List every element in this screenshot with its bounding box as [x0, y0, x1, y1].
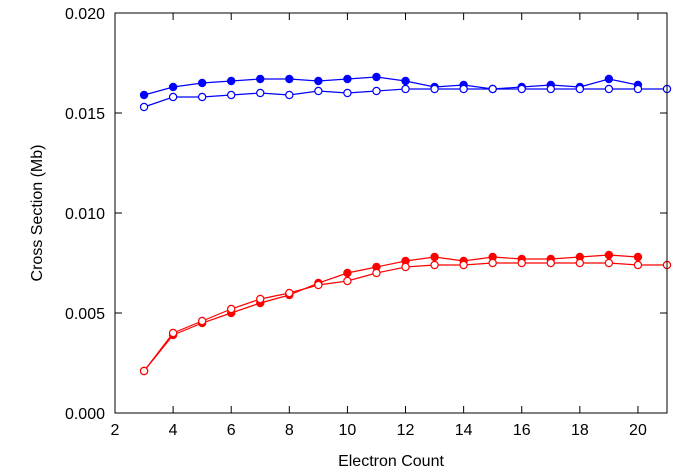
data-point	[227, 76, 236, 86]
data-point	[604, 74, 614, 84]
data-point	[430, 260, 439, 270]
data-point	[139, 90, 149, 100]
data-point	[285, 288, 294, 298]
data-point	[197, 316, 207, 326]
data-point	[604, 258, 614, 268]
x-tick-label: 20	[629, 422, 647, 439]
data-point	[372, 72, 381, 82]
data-point	[575, 258, 585, 268]
data-point	[633, 84, 643, 94]
data-point	[372, 86, 381, 96]
data-point	[459, 260, 468, 270]
data-point	[168, 328, 178, 338]
data-point	[343, 268, 352, 278]
data-point	[197, 78, 207, 88]
data-point	[343, 276, 352, 286]
data-point	[401, 76, 410, 86]
data-point	[401, 262, 410, 272]
y-tick-label: 0.015	[65, 106, 105, 123]
data-point	[314, 76, 323, 86]
data-point	[314, 86, 323, 96]
data-point	[517, 258, 526, 268]
data-point	[285, 90, 294, 100]
x-tick-label: 14	[455, 422, 473, 439]
data-point	[430, 252, 439, 262]
data-point	[517, 84, 526, 94]
data-point	[343, 74, 352, 84]
x-tick-label: 12	[397, 422, 415, 439]
data-point	[168, 92, 178, 102]
data-point	[314, 280, 323, 290]
data-point	[256, 294, 265, 304]
series-1	[139, 72, 643, 100]
x-axis-title: Electron Count	[338, 453, 444, 470]
series-line	[143, 254, 638, 372]
data-point	[285, 74, 294, 84]
x-tick-label: 6	[227, 422, 236, 439]
series-4	[139, 258, 672, 376]
series-line	[143, 262, 667, 372]
data-point	[139, 366, 149, 376]
x-tick-label: 18	[571, 422, 589, 439]
y-tick-label: 0.020	[65, 6, 105, 23]
series-layer	[139, 72, 672, 376]
data-point	[546, 258, 555, 268]
data-point	[604, 84, 614, 94]
data-point	[633, 252, 643, 262]
x-tick-label: 10	[339, 422, 357, 439]
data-point	[459, 84, 468, 94]
y-axis-title: Cross Section (Mb)	[29, 145, 46, 282]
data-point	[604, 250, 614, 260]
x-tick-label: 2	[111, 422, 120, 439]
data-point	[488, 84, 497, 94]
data-point	[546, 84, 555, 94]
data-point	[256, 74, 265, 84]
y-tick-label: 0.005	[65, 306, 105, 323]
y-tick-label: 0.000	[65, 406, 105, 423]
data-point	[227, 90, 236, 100]
x-tick-label: 8	[285, 422, 294, 439]
plot-frame	[114, 12, 668, 414]
x-tick-label: 16	[513, 422, 531, 439]
data-point	[168, 82, 178, 92]
data-point	[139, 102, 149, 112]
data-point	[430, 84, 439, 94]
data-point	[575, 84, 585, 94]
data-point	[633, 260, 643, 270]
data-point	[227, 304, 236, 314]
ticks-layer: 2 4 6 8 10 12 14 16 18 20 0.000 0.005 0.010 0.015 0.02…	[65, 6, 667, 439]
data-point	[343, 88, 352, 98]
x-tick-label: 4	[169, 422, 178, 439]
series-2	[139, 84, 672, 112]
data-point	[256, 88, 265, 98]
data-point	[372, 268, 381, 278]
data-point	[197, 92, 207, 102]
y-tick-label: 0.010	[65, 206, 105, 223]
series-line	[143, 76, 639, 96]
data-point	[401, 84, 410, 94]
data-point	[488, 258, 497, 268]
